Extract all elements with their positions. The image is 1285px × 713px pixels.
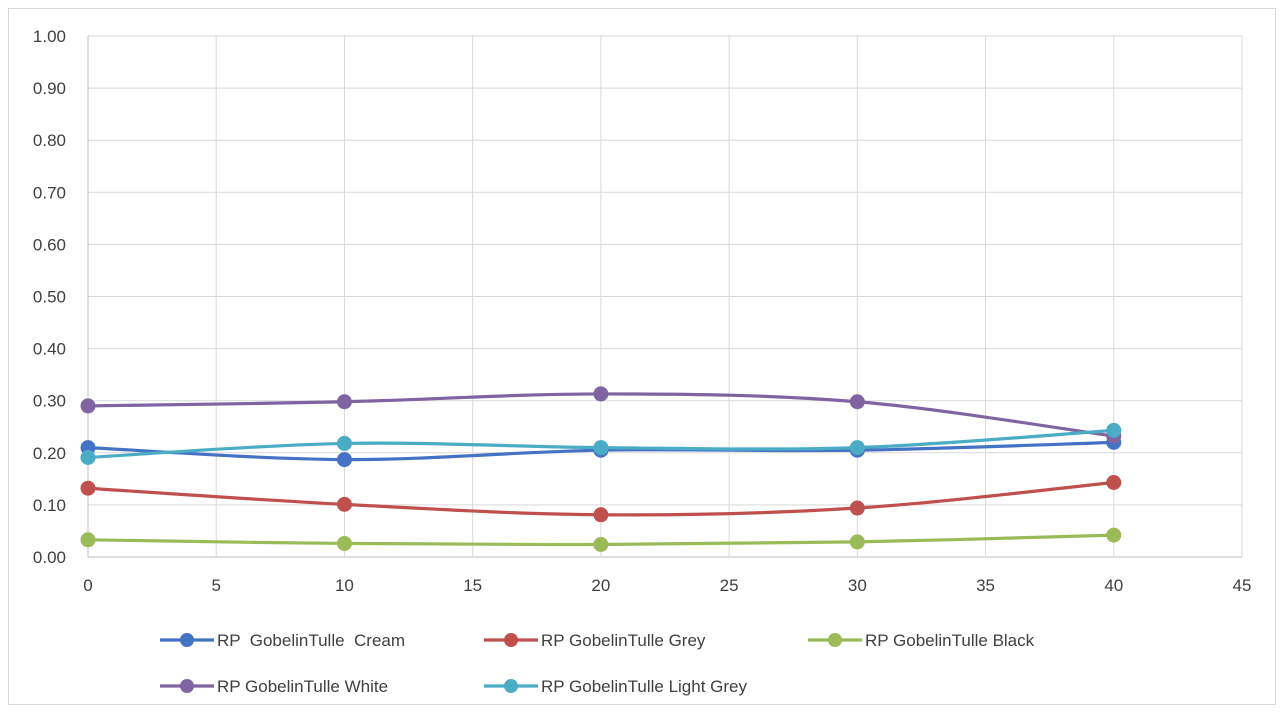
data-point — [80, 532, 96, 548]
x-tick-label: 10 — [335, 576, 354, 595]
legend-item: RP GobelinTulle White — [160, 677, 388, 696]
data-point — [849, 500, 865, 516]
y-tick-label: 0.10 — [33, 496, 66, 515]
legend-label: RP GobelinTulle Light Grey — [541, 677, 747, 696]
data-point — [1106, 527, 1122, 543]
data-point — [336, 435, 352, 451]
axis-layer: 0.00 0.10 0.20 0.30 0.40 0.50 0.60 0.70 0.80 0.90… — [33, 27, 1252, 595]
legend-item: RP GobelinTulle Black — [808, 631, 1035, 650]
y-tick-label: 0.40 — [33, 340, 66, 359]
data-point — [336, 394, 352, 410]
data-point — [1106, 474, 1122, 490]
data-point — [336, 496, 352, 512]
y-tick-label: 0.20 — [33, 444, 66, 463]
series-layer — [80, 386, 1122, 552]
data-point — [593, 507, 609, 523]
legend-label: RP GobelinTulle Cream — [217, 631, 405, 650]
y-tick-label: 0.50 — [33, 288, 66, 307]
y-tick-label: 1.00 — [33, 27, 66, 46]
y-tick-label: 0.90 — [33, 79, 66, 98]
x-tick-label: 40 — [1104, 576, 1123, 595]
data-point — [849, 394, 865, 410]
data-point — [593, 536, 609, 552]
legend-label: RP GobelinTulle White — [217, 677, 388, 696]
x-tick-label: 20 — [591, 576, 610, 595]
y-tick-label: 0.70 — [33, 183, 66, 202]
x-tick-label: 45 — [1233, 576, 1252, 595]
data-point — [593, 440, 609, 456]
legend-item: RP GobelinTulle Grey — [484, 631, 706, 650]
data-point — [849, 440, 865, 456]
y-tick-label: 0.00 — [33, 548, 66, 567]
legend: RP GobelinTulle Cream RP GobelinTulle Gre… — [160, 631, 1035, 696]
data-point — [1106, 422, 1122, 438]
x-tick-label: 15 — [463, 576, 482, 595]
legend-swatch-marker — [504, 633, 518, 647]
y-tick-label: 0.60 — [33, 235, 66, 254]
legend-item: RP GobelinTulle Cream — [160, 631, 405, 650]
legend-item: RP GobelinTulle Light Grey — [484, 677, 747, 696]
legend-swatch-marker — [828, 633, 842, 647]
data-point — [80, 449, 96, 465]
data-point — [80, 398, 96, 414]
x-tick-label: 35 — [976, 576, 995, 595]
y-tick-label: 0.80 — [33, 131, 66, 150]
x-tick-label: 5 — [211, 576, 220, 595]
x-tick-label: 30 — [848, 576, 867, 595]
legend-swatch-marker — [180, 679, 194, 693]
x-tick-label: 25 — [720, 576, 739, 595]
grid-layer — [87, 35, 1243, 558]
y-tick-label: 0.30 — [33, 392, 66, 411]
x-tick-label: 0 — [83, 576, 92, 595]
chart-frame — [8, 8, 1276, 705]
data-point — [849, 534, 865, 550]
legend-swatch-marker — [180, 633, 194, 647]
data-point — [336, 452, 352, 468]
legend-label: RP GobelinTulle Black — [865, 631, 1035, 650]
data-point — [336, 535, 352, 551]
data-point — [80, 480, 96, 496]
legend-swatch-marker — [504, 679, 518, 693]
legend-label: RP GobelinTulle Grey — [541, 631, 706, 650]
data-point — [593, 386, 609, 402]
